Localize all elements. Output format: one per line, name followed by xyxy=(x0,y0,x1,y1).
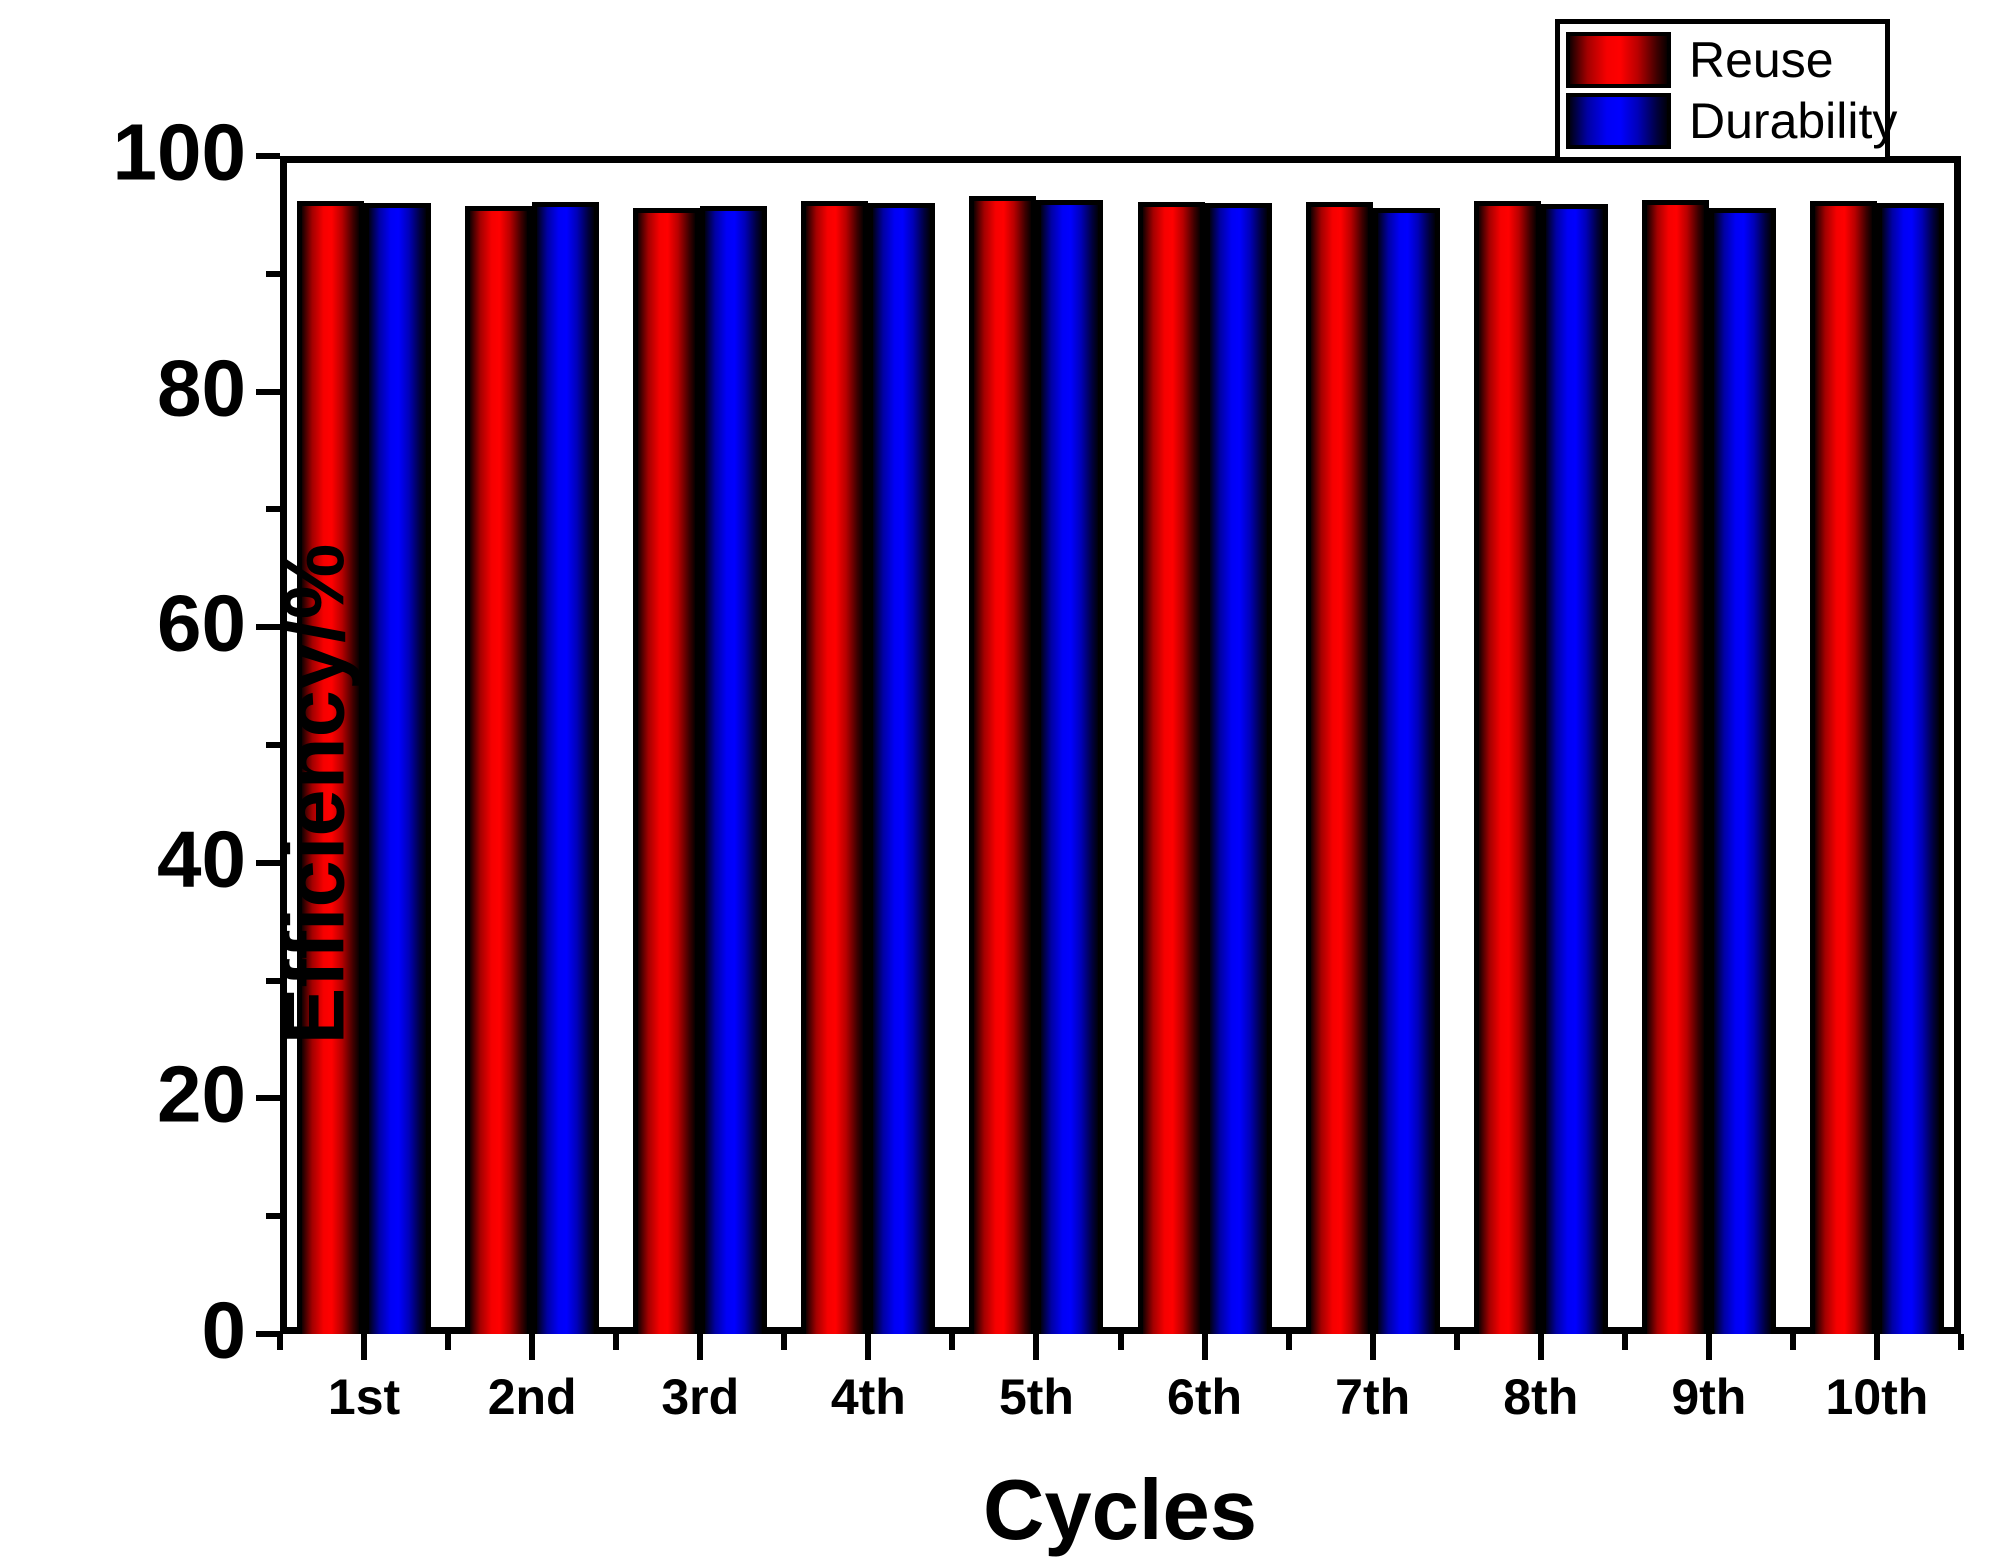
x-tick-label: 10th xyxy=(1825,1369,1929,1425)
bar-group xyxy=(1457,156,1625,1334)
x-minor-tick xyxy=(445,1334,452,1350)
bar-group xyxy=(280,156,448,1334)
bar-group xyxy=(1289,156,1457,1334)
y-minor-tick xyxy=(266,270,280,277)
bar-group xyxy=(1625,156,1793,1334)
x-minor-tick xyxy=(949,1334,956,1350)
bar-group xyxy=(1120,156,1288,1334)
y-major-tick xyxy=(256,1095,280,1102)
reuse-bar xyxy=(801,200,869,1334)
legend: Reuse Durability xyxy=(1555,19,1897,162)
legend-label: Durability xyxy=(1689,93,1898,149)
x-major-tick xyxy=(529,1334,536,1360)
reuse-bar xyxy=(633,207,701,1334)
legend-item: Reuse xyxy=(1566,30,1879,90)
x-tick-label: 6th xyxy=(1167,1369,1243,1425)
reuse-swatch xyxy=(1566,32,1671,88)
reuse-bar xyxy=(1473,200,1541,1334)
bar-group xyxy=(784,156,952,1334)
x-minor-tick xyxy=(613,1334,620,1350)
y-major-tick xyxy=(256,624,280,631)
reuse-bar xyxy=(297,200,365,1334)
x-axis-title: Cycles xyxy=(982,1463,1258,1558)
reuse-bar xyxy=(969,196,1037,1334)
legend-label: Reuse xyxy=(1689,32,1834,88)
bar-row xyxy=(280,156,1961,1334)
bar-group xyxy=(1793,156,1961,1334)
x-minor-tick xyxy=(1958,1334,1964,1350)
x-minor-tick xyxy=(781,1334,788,1350)
x-minor-tick xyxy=(1789,1334,1796,1350)
y-major-tick xyxy=(256,388,280,395)
x-major-tick xyxy=(361,1334,368,1360)
x-minor-tick xyxy=(1285,1334,1292,1350)
reuse-bar xyxy=(1641,199,1709,1334)
x-major-tick xyxy=(1537,1334,1544,1360)
y-minor-tick xyxy=(266,1213,280,1220)
x-major-tick xyxy=(697,1334,704,1360)
x-major-tick xyxy=(865,1334,872,1360)
durability-swatch xyxy=(1566,93,1671,149)
durability-bar xyxy=(1708,207,1776,1334)
durability-bar xyxy=(532,201,600,1334)
durability-bar xyxy=(1540,204,1608,1334)
legend-item: Durability xyxy=(1566,91,1897,151)
y-tick-label: 40 xyxy=(157,814,246,904)
y-axis-title: Efficiency/% xyxy=(267,543,363,1045)
durability-bar xyxy=(1204,203,1272,1334)
x-tick-label: 7th xyxy=(1335,1369,1411,1425)
x-tick-label: 2nd xyxy=(487,1369,577,1425)
x-minor-tick xyxy=(1621,1334,1628,1350)
durability-bar xyxy=(1876,203,1944,1334)
durability-bar xyxy=(700,205,768,1334)
x-minor-tick xyxy=(1453,1334,1460,1350)
x-major-tick xyxy=(1369,1334,1376,1360)
x-minor-tick xyxy=(277,1334,283,1350)
x-tick-label: 4th xyxy=(830,1369,906,1425)
reuse-bar xyxy=(1809,200,1877,1334)
y-tick-label: 0 xyxy=(201,1285,247,1375)
x-tick-label: 3rd xyxy=(661,1369,740,1425)
bar-group xyxy=(616,156,784,1334)
durability-bar xyxy=(364,203,432,1334)
y-major-tick xyxy=(256,859,280,866)
durability-bar xyxy=(1036,199,1104,1334)
y-tick-label: 20 xyxy=(157,1049,246,1139)
reuse-bar xyxy=(465,205,533,1334)
x-tick-label: 1st xyxy=(327,1369,401,1425)
reuse-bar xyxy=(1137,201,1205,1334)
y-major-tick xyxy=(256,153,280,159)
plot-area xyxy=(280,156,1961,1334)
x-major-tick xyxy=(1873,1334,1880,1360)
durability-bar xyxy=(868,203,936,1334)
reuse-bar xyxy=(1305,201,1373,1334)
x-tick-label: 9th xyxy=(1671,1369,1747,1425)
y-minor-tick xyxy=(266,742,280,748)
bar-group xyxy=(952,156,1120,1334)
y-tick-label: 60 xyxy=(157,578,246,668)
y-minor-tick xyxy=(266,977,280,984)
durability-bar xyxy=(1372,207,1440,1334)
y-tick-label: 100 xyxy=(112,107,246,197)
y-tick-label: 80 xyxy=(157,342,246,432)
y-minor-tick xyxy=(266,506,280,513)
x-minor-tick xyxy=(1117,1334,1124,1350)
x-major-tick xyxy=(1033,1334,1040,1360)
x-major-tick xyxy=(1705,1334,1712,1360)
x-tick-label: 5th xyxy=(998,1369,1074,1425)
x-tick-label: 8th xyxy=(1503,1369,1579,1425)
y-major-tick xyxy=(256,1331,280,1337)
bar-group xyxy=(448,156,616,1334)
x-major-tick xyxy=(1201,1334,1208,1360)
